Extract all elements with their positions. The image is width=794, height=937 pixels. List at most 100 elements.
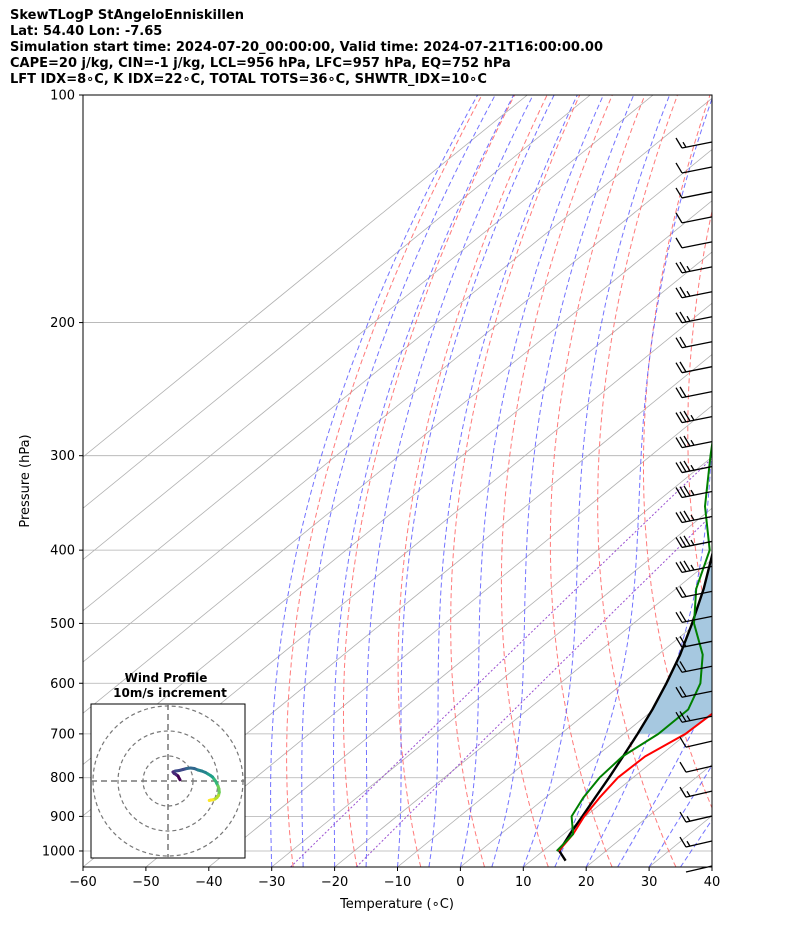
x-tick-label: −60 <box>69 875 96 890</box>
wind-barb-shaft <box>681 715 713 723</box>
chart-header: SkewTLogP StAngeloEnniskillen Lat: 54.40… <box>10 8 603 88</box>
wind-barb-flag <box>679 261 687 273</box>
wind-barb-half-flag <box>686 790 691 797</box>
wind-barb-flag <box>683 485 691 497</box>
dry-adiabat-line <box>397 95 548 867</box>
wind-barb-flag <box>675 487 683 498</box>
wind-barb-flag <box>679 736 687 748</box>
hodograph-segment <box>207 798 213 802</box>
wind-barb-flag <box>683 560 691 572</box>
wind-barb-shaft <box>681 141 713 149</box>
wind-barb-shaft <box>681 366 713 374</box>
y-tick-label: 900 <box>50 810 75 825</box>
wind-barb-shaft <box>681 266 713 274</box>
wind-barb-shaft <box>681 465 713 474</box>
wind-barb-flag <box>675 337 683 349</box>
wind-barb-shaft <box>681 690 713 698</box>
wind-barb-half-flag <box>686 315 691 322</box>
wind-barb-shaft <box>681 515 713 524</box>
y-tick-label: 100 <box>50 89 75 104</box>
y-tick-label: 700 <box>50 727 75 742</box>
isotherm-line <box>208 456 712 867</box>
wind-barb-flag <box>675 412 683 423</box>
moist-adiabat-line <box>397 95 555 867</box>
dry-adiabat-line <box>773 95 794 867</box>
wind-barb-flag <box>683 460 691 472</box>
wind-barb <box>675 212 713 224</box>
wind-barb-flag <box>675 587 683 598</box>
wind-barb-shaft <box>681 166 713 174</box>
wind-barb-flag <box>679 536 687 547</box>
wind-barb-half-flag <box>686 290 691 297</box>
wind-barb-shaft <box>681 640 713 648</box>
wind-barb-shaft <box>685 740 713 748</box>
moist-adiabat-line <box>522 95 671 867</box>
isotherm-line <box>334 558 712 867</box>
dry-adiabat-line <box>450 95 581 867</box>
wind-barb-shaft <box>681 540 713 549</box>
wind-barb-flag <box>679 461 687 473</box>
x-tick-label: 10 <box>515 875 532 890</box>
wind-barb <box>675 586 713 599</box>
moist-adiabat-line <box>459 95 604 867</box>
wind-barb <box>675 410 713 424</box>
x-tick-label: 0 <box>456 875 464 890</box>
dry-adiabat-line <box>549 95 646 867</box>
chart-title: SkewTLogP StAngeloEnniskillen <box>10 8 244 23</box>
isotherm-line <box>83 95 654 561</box>
isotherm-line <box>397 610 712 867</box>
wind-barb-flag <box>679 511 687 523</box>
isotherm-line <box>83 95 528 458</box>
y-tick-label: 800 <box>50 771 75 786</box>
wind-barb <box>679 811 713 823</box>
time-line: Simulation start time: 2024-07-20_00:00:… <box>10 40 603 55</box>
x-axis-label: Temperature (∘C) <box>339 897 454 912</box>
wind-barb-shaft <box>681 665 713 673</box>
wind-barb-shaft <box>681 241 713 249</box>
wind-barb-flag <box>675 362 683 374</box>
wind-barb <box>679 836 713 848</box>
mixing-ratio-line <box>290 457 712 867</box>
wind-barb-half-flag <box>686 840 691 847</box>
wind-barb <box>675 485 713 499</box>
wind-barb-half-flag <box>690 539 695 546</box>
wind-barb-flag <box>675 162 683 174</box>
wind-barb-flag <box>679 486 687 498</box>
x-tick-label: −30 <box>258 875 285 890</box>
isotherm-line <box>145 405 712 867</box>
wind-barb-shaft <box>681 216 713 224</box>
wind-barb-flag <box>679 786 687 798</box>
wind-barb-shaft <box>681 391 713 399</box>
wind-barb-flag <box>679 386 687 398</box>
temperature-profile-line <box>557 712 712 852</box>
wind-barb-flag <box>679 586 687 597</box>
cape-area <box>637 555 712 734</box>
wind-barb-flag <box>679 811 687 823</box>
wind-barb <box>675 460 713 474</box>
wind-barb-flag <box>675 562 683 573</box>
wind-barb <box>685 865 713 873</box>
wind-barb-flag <box>683 510 691 522</box>
dry-adiabat-line <box>731 95 794 867</box>
wind-barb-shaft <box>681 316 713 324</box>
wind-barb-flag <box>675 212 683 224</box>
wind-barb <box>675 237 713 249</box>
wind-barb-half-flag <box>690 489 695 496</box>
parcel-profile-line <box>558 550 712 862</box>
wind-barb-flag <box>679 411 687 423</box>
wind-barb <box>675 386 713 399</box>
wind-barb-flag <box>683 410 691 422</box>
x-tick-label: 30 <box>641 875 658 890</box>
wind-barb-shaft <box>681 341 713 349</box>
wind-barb-flag <box>679 286 687 298</box>
wind-barb-flag <box>679 711 687 722</box>
dry-adiabat-line <box>500 95 613 867</box>
wind-barb <box>675 336 713 349</box>
wind-barb <box>675 611 713 623</box>
isotherm-line <box>271 507 712 867</box>
x-tick-label: −50 <box>132 875 159 890</box>
y-tick-label: 200 <box>50 316 75 331</box>
dry-adiabat-line <box>597 95 678 867</box>
wind-barb-shaft <box>681 615 713 623</box>
